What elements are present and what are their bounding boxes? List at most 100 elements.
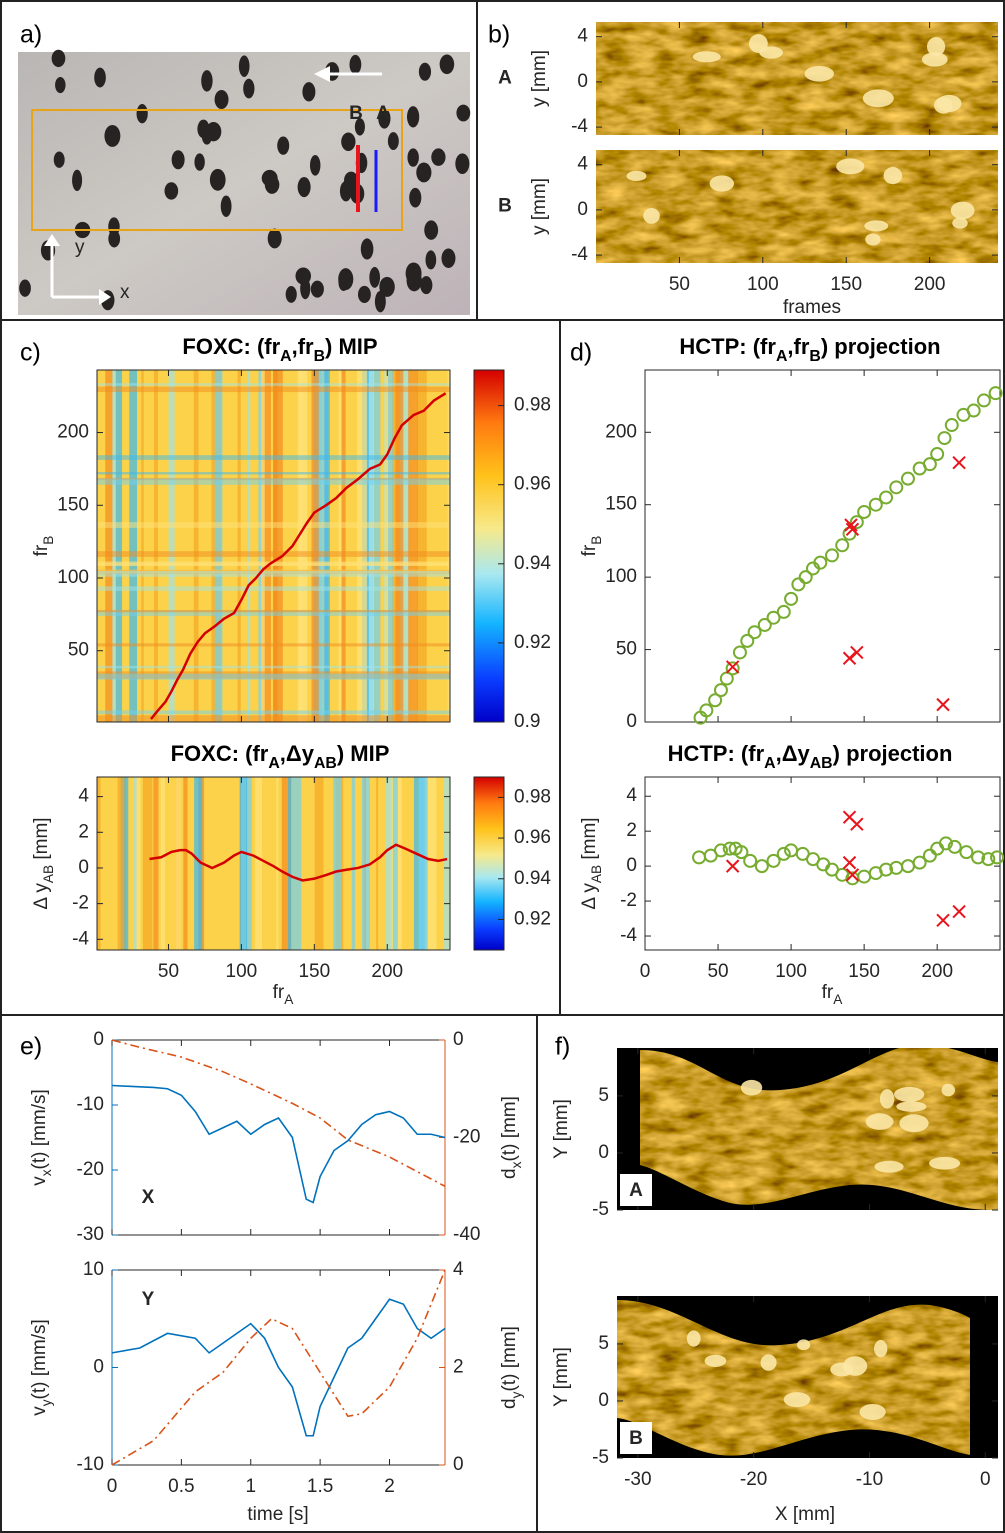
point — [947, 839, 962, 854]
seed — [360, 238, 374, 260]
plot-title-part: ,fr — [787, 334, 809, 359]
seed — [51, 49, 66, 68]
seed — [108, 217, 120, 237]
blob — [796, 1339, 811, 1351]
blob — [864, 220, 889, 232]
heatmap-stripe — [153, 777, 159, 950]
y-axis-label-part: B — [41, 536, 56, 545]
heatmap-stripe — [273, 370, 278, 722]
seed — [295, 267, 312, 285]
x-tick-label: 200 — [914, 274, 946, 295]
roi-box — [31, 109, 403, 231]
point — [740, 633, 755, 648]
y-tick-label: 200 — [605, 421, 637, 442]
blob — [952, 217, 968, 229]
y2-axis-label-part: y — [509, 1391, 524, 1398]
seed — [243, 78, 255, 99]
point — [944, 418, 959, 433]
heatmap-stripe — [395, 370, 404, 722]
x-tick-label: 150 — [298, 961, 330, 982]
point — [952, 456, 966, 470]
seed — [407, 148, 419, 167]
panel-label: e) — [20, 1033, 42, 1061]
heatmap-stripe — [97, 715, 450, 722]
y2-axis-label: dy(t) [mm] — [499, 1326, 524, 1409]
heatmap-stripe — [105, 370, 113, 722]
inset-box — [620, 1174, 652, 1206]
y-axis-label-part: fr — [31, 544, 52, 556]
heatmap-stripe — [299, 370, 308, 722]
point — [692, 850, 707, 865]
heatmap-stripe — [338, 370, 342, 722]
plot-title-part: A — [764, 755, 776, 772]
point — [835, 538, 850, 553]
heatmap-stripe — [97, 586, 450, 591]
point — [791, 577, 806, 592]
y-tick-label: 0 — [93, 1357, 104, 1378]
y-axis-label: frB — [579, 536, 604, 557]
y-tick-label: 0 — [577, 71, 588, 92]
x-tick-label: 100 — [775, 961, 807, 982]
blob — [643, 207, 660, 224]
seed — [19, 279, 31, 297]
y-tick-label: -30 — [77, 1224, 104, 1245]
seed — [72, 169, 83, 192]
point — [754, 859, 769, 874]
point — [912, 855, 927, 870]
x-axis-label: frA — [822, 982, 844, 1007]
x-tick-label: 200 — [921, 961, 953, 982]
strip-image — [596, 150, 998, 263]
y-tick-label: 2 — [453, 1357, 464, 1378]
heatmap-stripe — [97, 570, 450, 577]
axis-y-label: y — [75, 237, 85, 258]
y-axis-label-part: AB — [589, 865, 604, 883]
point — [988, 386, 1003, 401]
point — [857, 869, 872, 884]
y-tick-label: 4 — [453, 1259, 464, 1280]
point — [900, 471, 915, 486]
point — [879, 862, 894, 877]
seed — [201, 70, 213, 92]
y-axis-label: y [mm] — [529, 50, 550, 107]
seed — [214, 89, 229, 110]
y2-axis-label-part: d — [499, 1398, 520, 1409]
seed — [374, 290, 386, 313]
y-axis-label-part: AB — [41, 865, 56, 883]
plot-title-part: ) projection — [833, 741, 953, 766]
heatmap-stripe — [417, 370, 427, 722]
line — [111, 1269, 446, 1466]
heatmap-stripe — [247, 370, 251, 722]
x-tick-label: 200 — [371, 961, 403, 982]
y2-axis-label: dx(t) [mm] — [499, 1096, 524, 1179]
y-tick-label: -2 — [620, 890, 637, 911]
point — [708, 693, 723, 708]
point — [757, 617, 772, 632]
x-tick-label: 1 — [245, 1476, 256, 1497]
colorbar-tick-label: 0.94 — [514, 868, 551, 889]
x-tick-label: 150 — [848, 961, 880, 982]
x-tick-label: 100 — [226, 961, 258, 982]
heatmap-image — [97, 370, 450, 722]
y-tick-label: 4 — [78, 786, 89, 807]
seed — [277, 136, 290, 155]
point — [922, 848, 937, 863]
point — [743, 853, 758, 868]
scan-marker: A — [376, 103, 390, 124]
seed — [201, 128, 212, 145]
plot-title-part: ) projection — [821, 334, 941, 359]
point — [699, 703, 714, 718]
y-tick-label: 0 — [453, 1454, 464, 1475]
y-tick-label: 0 — [93, 1029, 104, 1050]
seed — [338, 268, 354, 291]
heatmap-stripe — [97, 710, 450, 715]
y-tick-label: -10 — [77, 1094, 104, 1115]
plot-title: HCTP: (frA,ΔyAB) projection — [668, 741, 953, 772]
blob — [704, 1354, 727, 1367]
heatmap-stripe — [318, 370, 329, 722]
y-tick-label: 100 — [57, 567, 89, 588]
y-tick-label: -4 — [620, 925, 637, 946]
plot-frame — [96, 369, 451, 723]
blob — [929, 1156, 961, 1170]
point — [930, 447, 945, 462]
